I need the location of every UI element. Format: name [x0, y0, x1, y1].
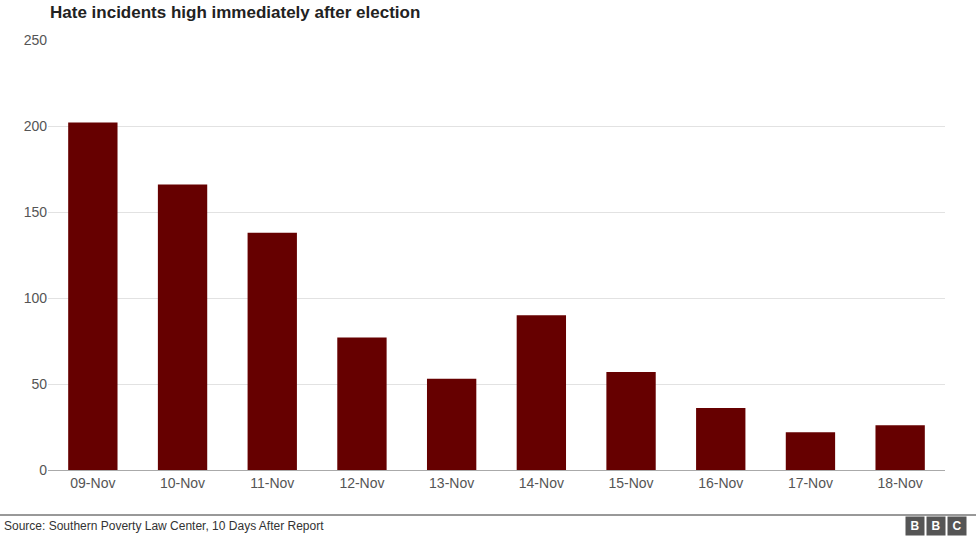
svg-text:17-Nov: 17-Nov — [788, 475, 833, 491]
svg-text:250: 250 — [24, 32, 48, 48]
svg-text:15-Nov: 15-Nov — [608, 475, 653, 491]
svg-text:12-Nov: 12-Nov — [339, 475, 384, 491]
svg-text:50: 50 — [31, 376, 47, 392]
svg-text:09-Nov: 09-Nov — [70, 475, 115, 491]
svg-text:14-Nov: 14-Nov — [519, 475, 564, 491]
svg-text:B: B — [932, 519, 941, 533]
svg-text:100: 100 — [24, 290, 48, 306]
svg-text:18-Nov: 18-Nov — [878, 475, 923, 491]
svg-text:13-Nov: 13-Nov — [429, 475, 474, 491]
svg-text:Source: Southern Poverty Law C: Source: Southern Poverty Law Center, 10 … — [4, 519, 324, 533]
svg-text:200: 200 — [24, 118, 48, 134]
svg-text:0: 0 — [39, 462, 47, 478]
svg-text:10-Nov: 10-Nov — [160, 475, 205, 491]
svg-text:C: C — [953, 519, 962, 533]
svg-text:B: B — [911, 519, 920, 533]
svg-text:11-Nov: 11-Nov — [250, 475, 294, 491]
svg-text:150: 150 — [24, 204, 48, 220]
svg-text:Hate incidents high immediatel: Hate incidents high immediately after el… — [50, 3, 420, 22]
svg-text:16-Nov: 16-Nov — [698, 475, 743, 491]
